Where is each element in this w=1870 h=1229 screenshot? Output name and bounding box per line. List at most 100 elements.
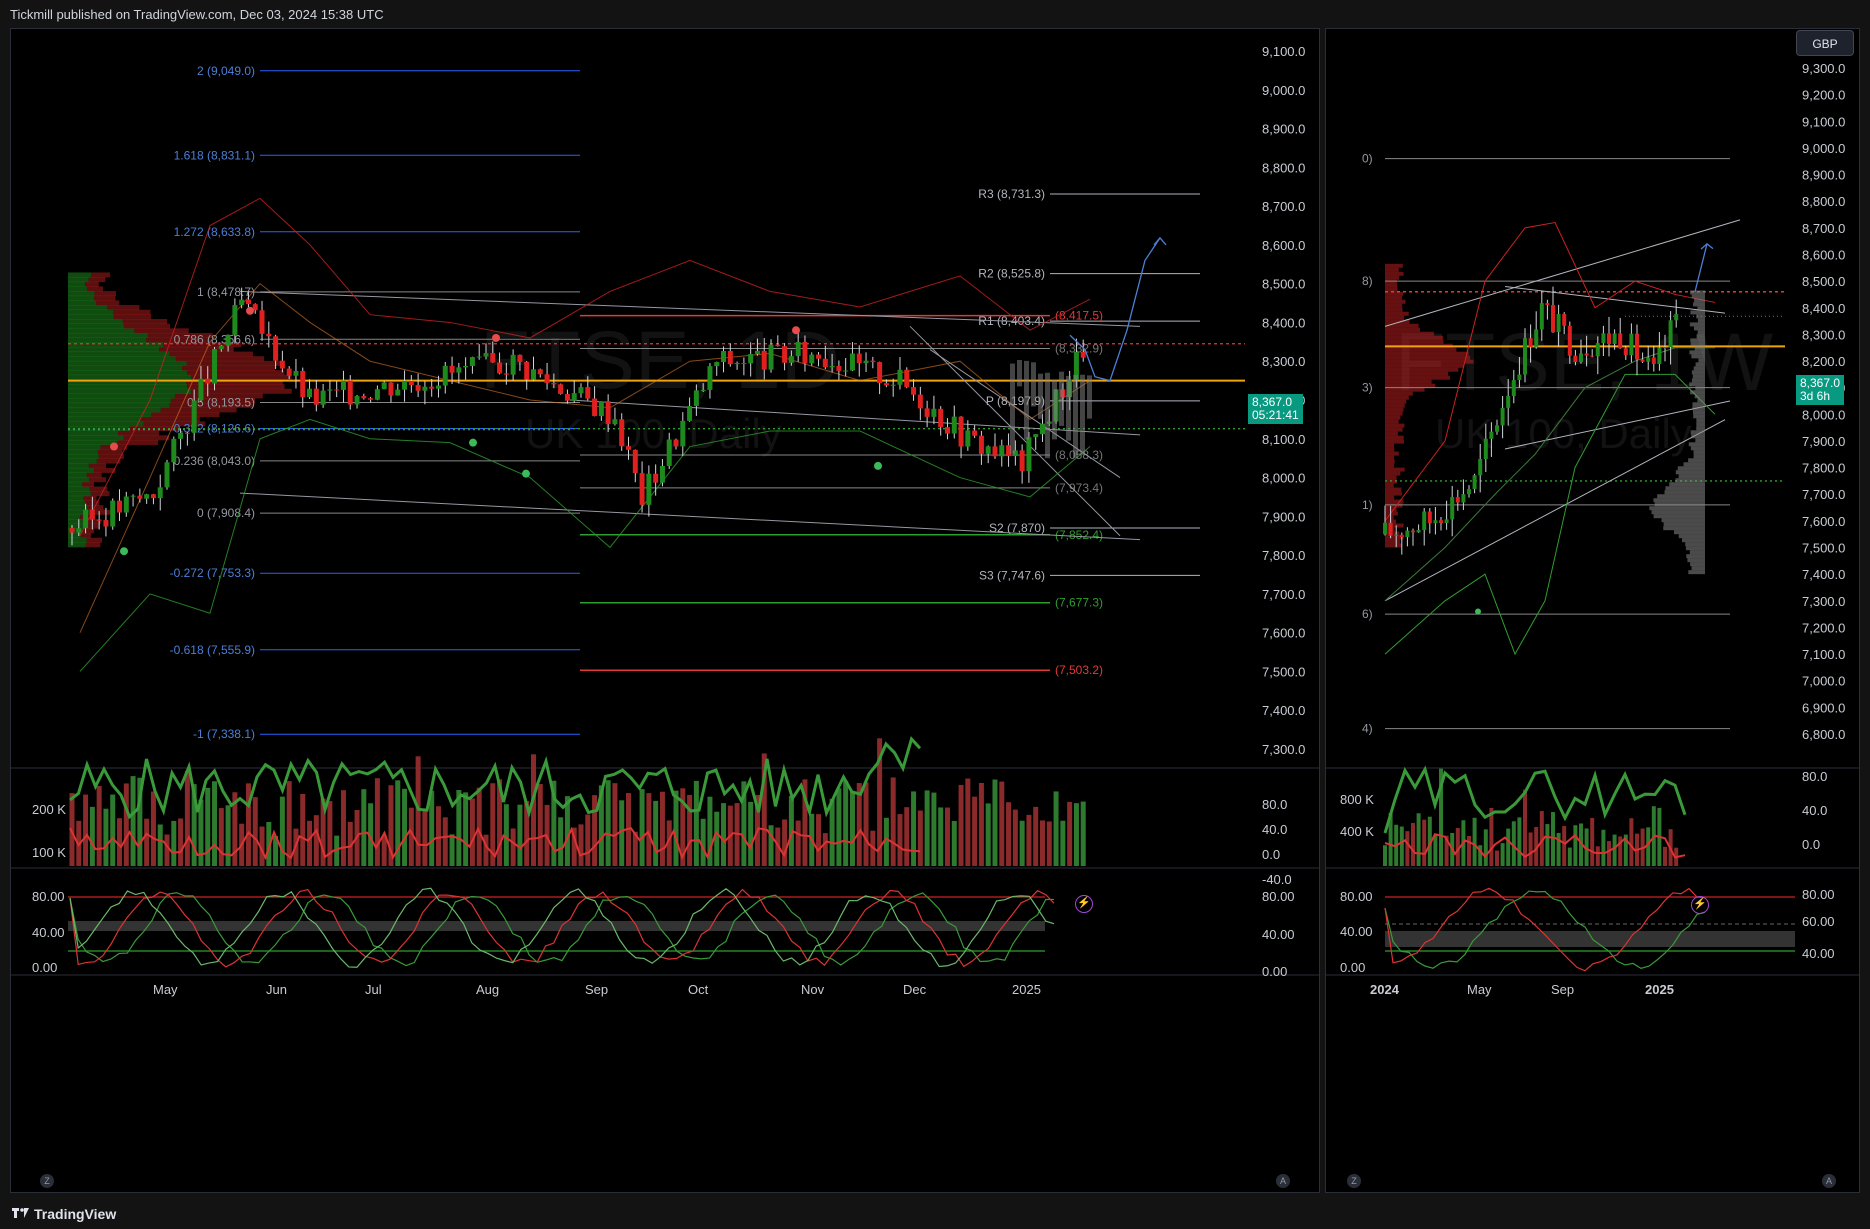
volume-profile-bar [169,351,253,357]
footer: TradingView [0,1199,1870,1229]
candle-body [571,393,577,401]
volume-bar [917,810,923,866]
candle-body [1394,534,1399,536]
candle-body [422,386,428,391]
volume-bar [558,817,564,866]
volume-bar [1534,827,1539,866]
volume-bar [503,804,509,866]
auto-scale-z-button[interactable]: Z [40,1174,54,1188]
volume-profile-bar [1385,467,1405,472]
volume-profile-bar [113,314,152,320]
volume-bar [890,777,896,866]
time-axis-label: May [153,982,178,997]
volume-bar [300,793,306,866]
volume-profile-bar [1385,291,1404,296]
volume-profile-bar [1385,483,1394,488]
volume-profile-bar [1682,538,1705,543]
auto-scale-a-button[interactable]: A [1276,1174,1290,1188]
volume-bar [897,814,903,866]
volume-bar [456,790,462,866]
volume-profile-bar [90,491,110,497]
volume-bar [1439,768,1443,866]
price-axis-label: 9,300.0 [1802,61,1845,76]
volume-profile-bar [97,449,123,455]
volume-profile-bar [1693,302,1705,307]
volume-profile-bar [1031,362,1036,407]
volume-bar [130,776,136,866]
volume-profile-bar [146,337,211,343]
volume-bar [137,777,143,866]
volume-profile-bar [1385,479,1397,484]
volume-bar [1523,789,1527,866]
currency-button[interactable]: GBP [1796,30,1854,56]
trend-line [239,290,1141,327]
candle-body [1433,520,1438,524]
auto-scale-z-button[interactable]: Z [1347,1174,1361,1188]
volume-profile-bar [160,407,237,413]
trend-line [1384,419,1726,602]
volume-profile-bar [1689,322,1705,327]
candle-body [340,380,346,390]
volume-bar [1607,841,1611,866]
candle-body [924,408,930,417]
volume-profile-bar [68,388,192,394]
volume-profile-bar [68,281,85,287]
price-axis-label: 8,800.0 [1802,194,1845,209]
volume-profile-bar [68,537,87,543]
volume-profile-bar [68,346,160,352]
candle-body [1511,379,1516,396]
lightning-icon[interactable]: ⚡ [1691,896,1709,914]
volume-profile-bar [1697,318,1705,323]
volume-bar [198,799,204,866]
volume-bar [381,835,387,866]
volume-profile-bar [1697,398,1705,403]
price-axis-label: 9,000.0 [1802,141,1845,156]
candle-body [1573,355,1578,362]
tradingview-brand[interactable]: TradingView [34,1206,117,1222]
stochastic-line [69,888,1055,968]
volume-profile-bar [68,472,87,478]
volume-axis-label: 400 K [1340,824,1374,839]
price-axis-label: 8,400.0 [1262,315,1305,330]
volume-profile-bar [1683,462,1705,467]
candle-body [619,419,625,447]
candle-body [883,383,889,386]
left-chart-svg[interactable]: 9,100.0 9,000.0 8,900.0 8,800.0 8,700.0 8,600… [10,28,1320,1193]
volume-profile-bar [1697,306,1705,311]
volume-profile-bar [1385,351,1469,356]
right-chart-panel[interactable]: 9,300.0 9,200.0 9,100.0 9,000.0 8,900.0 8,800… [1325,28,1860,1193]
auto-scale-a-button[interactable]: A [1822,1174,1836,1188]
time-axis-label: 2025 [1645,982,1674,997]
volume-bar [1067,801,1073,866]
volume-profile-bar [1385,535,1404,540]
volume-bar [598,785,604,866]
volume-bar [1388,813,1393,866]
candle-body [978,435,984,454]
stoch-axis-label: 0.00 [32,960,57,975]
price-axis-label: 8,800.0 [1262,160,1305,175]
volume-bar [612,783,618,866]
volume-profile-bar [1385,471,1401,476]
candle-body [782,346,788,363]
volume-bar [700,818,706,866]
volume-osc-axis-label: 40.0 [1262,822,1287,837]
volume-profile-bar [1059,371,1064,426]
candle-body [245,299,251,305]
candle-body [1629,333,1634,356]
left-chart-panel[interactable]: 9,100.0 9,000.0 8,900.0 8,800.0 8,700.0 8,600… [10,28,1320,1193]
volume-bar [123,783,129,866]
pivot-level-label: P (8,197.9) [986,394,1045,408]
lightning-icon[interactable]: ⚡ [1075,895,1093,913]
candle-body [972,430,978,436]
volume-profile-bar [1385,395,1409,400]
volume-profile-bar [1686,554,1705,559]
stochastic-line [1384,890,1706,969]
volume-profile-bar [1087,375,1092,419]
volume-profile-bar [85,542,101,548]
candle-body [429,386,435,389]
volume-profile-bar [186,360,284,366]
volume-bar [205,787,211,866]
right-chart-svg[interactable]: 9,300.0 9,200.0 9,100.0 9,000.0 8,900.0 8,800… [1325,28,1860,1193]
candle-body [1651,357,1656,364]
publisher-line: Tickmill published on TradingView.com, D… [10,7,384,22]
